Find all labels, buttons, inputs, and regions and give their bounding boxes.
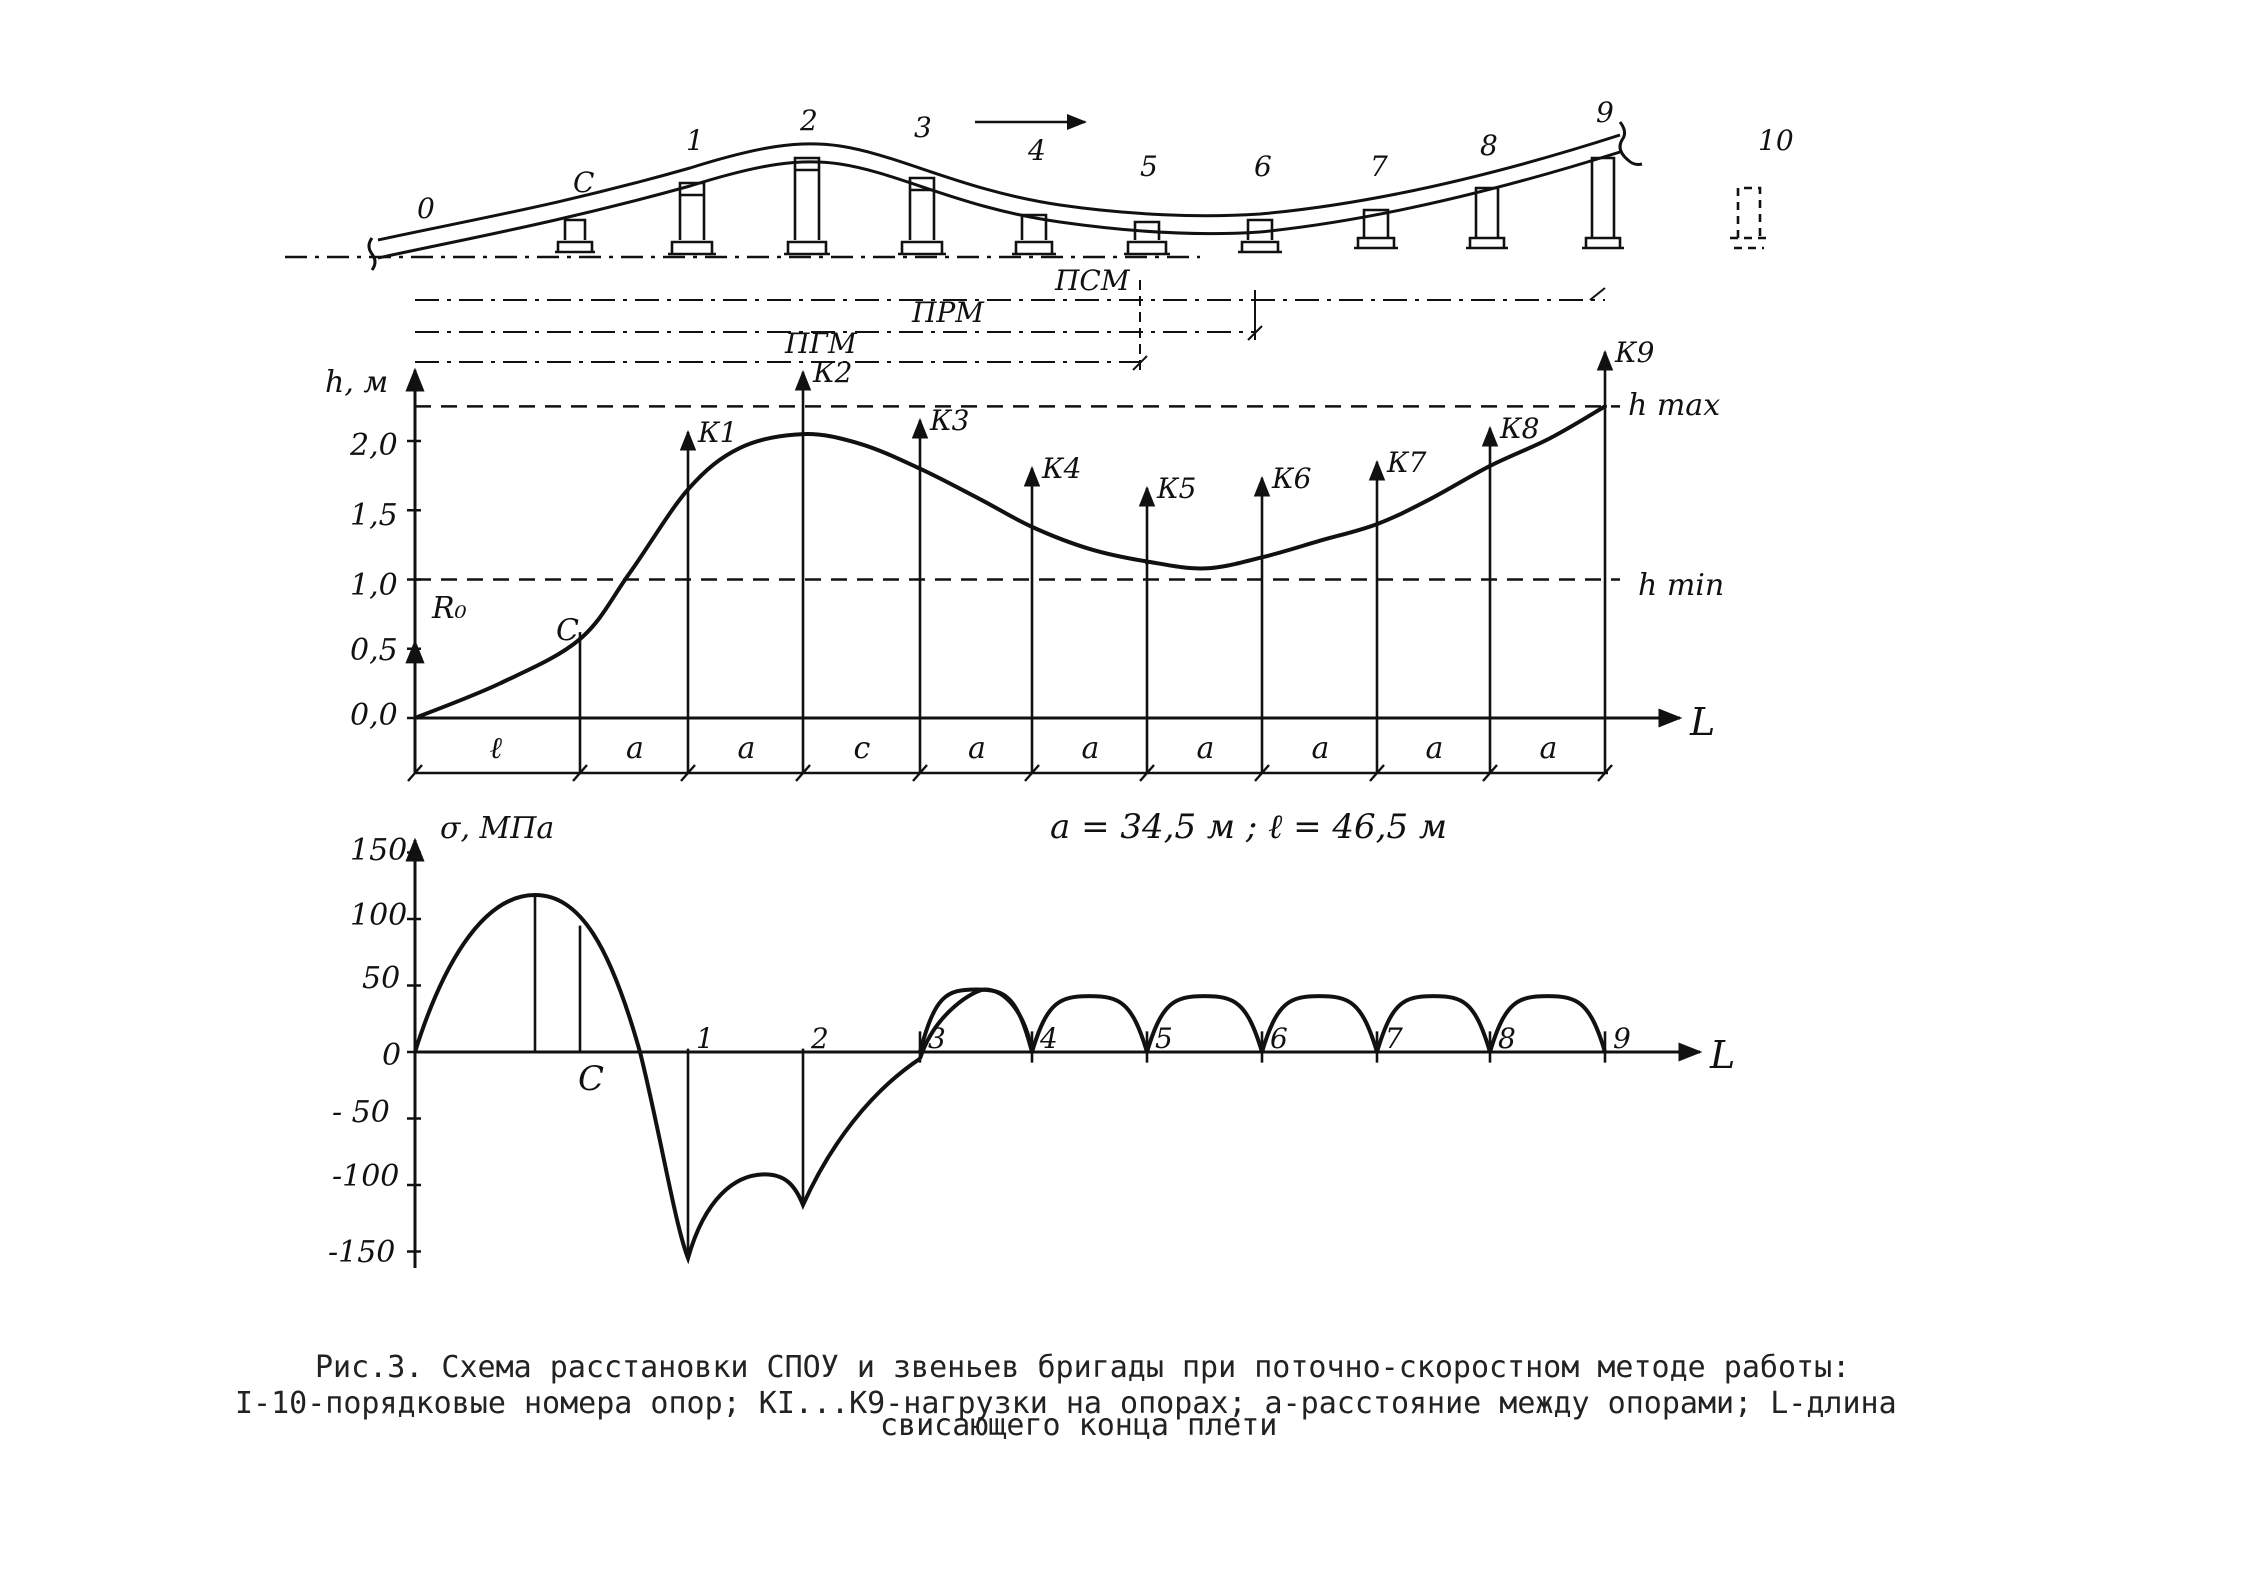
support-label-7: 7 (1370, 150, 1388, 183)
dimension-lines (415, 280, 1606, 372)
load-label-k4: К4 (1041, 452, 1081, 485)
support-label-2: 2 (799, 104, 818, 137)
height-axis-label: h, м (325, 365, 388, 400)
load-label-k3: К3 (929, 404, 969, 437)
figure-diagram: 0 С 1 2 3 4 5 6 7 8 9 10 ПСМ ПРМ ПГМ К1К… (285, 96, 1794, 1268)
stress-arch (1030, 994, 1149, 1053)
stress-chart: 1 2 3 4 5 6 7 8 9 (405, 837, 1703, 1268)
load-label-k9: К9 (1614, 336, 1654, 369)
support-label-8: 8 (1480, 129, 1498, 162)
chart-labels-layer: h, м L 2,0 1,5 1,0 0,5 0,0 h max h min R… (325, 365, 1735, 1270)
height-tick-0-0: 0,0 (350, 698, 398, 733)
span-label: а (738, 731, 756, 766)
dimension-label-prm: ПРМ (911, 296, 985, 329)
load-label-k8: К8 (1499, 412, 1539, 445)
caption-line-3: свисающего конца плети (880, 1408, 1278, 1443)
h-min-label: h min (1638, 568, 1724, 603)
support-label-1: 1 (686, 124, 704, 157)
rail-right-cut (1618, 121, 1643, 166)
stress-arch (918, 987, 1034, 1060)
span-label: а (1540, 731, 1558, 766)
point-c-label-height: С (556, 613, 579, 648)
span-label: а (1082, 731, 1100, 766)
span-label: а (626, 731, 644, 766)
load-label-k7: К7 (1386, 446, 1427, 479)
support-label-0: 0 (417, 192, 435, 225)
stress-support-label-1: 1 (696, 1022, 714, 1055)
point-c-label-stress: С (578, 1059, 604, 1099)
stress-support-label-4: 4 (1039, 1022, 1058, 1055)
stress-support-label-8: 8 (1498, 1022, 1516, 1055)
figure-caption: Рис.3. Схема расстановки СПОУ и звеньев … (220, 1350, 2100, 1444)
top-schema (285, 114, 1768, 372)
stress-support-label-9: 9 (1613, 1022, 1631, 1055)
caption-line-2: I-10-порядковые номера опор; КI...К9-наг… (235, 1386, 1897, 1421)
span-dimension-tick (680, 764, 696, 782)
support-label-9: 9 (1596, 96, 1614, 129)
stress-support-label-5: 5 (1155, 1022, 1173, 1055)
height-chart: К1 К2 К3 К4 К5 К6 К7 К8 К9 ℓ а а с а а а а а а (405, 336, 1683, 782)
stress-axis-label: σ, МПа (440, 811, 554, 846)
load-label-k5: К5 (1156, 472, 1196, 505)
dimension-label-pgm: ПГМ (784, 327, 858, 360)
height-tick-2-0: 2,0 (349, 428, 398, 463)
load-label-k6: К6 (1271, 462, 1311, 495)
support-label-c: С (573, 166, 594, 199)
span-label: а (1426, 731, 1444, 766)
stress-tick-m50: - 50 (332, 1095, 390, 1130)
load-label-k2: К2 (812, 356, 852, 389)
stress-tick-150: 150 (350, 833, 407, 868)
span-dimension-tick (572, 764, 588, 782)
span-dimension-tick (407, 764, 423, 782)
stress-x-axis-label: L (1709, 1033, 1735, 1077)
height-curve (414, 404, 1607, 720)
rail-upper (377, 133, 1621, 242)
span-dimension-tick (1024, 764, 1040, 782)
span-label: а (968, 731, 986, 766)
load-label-k1: К1 (697, 416, 737, 449)
span-dimension-tick (1482, 764, 1498, 782)
stress-arch (1260, 994, 1379, 1053)
stress-tick-m150: -150 (328, 1235, 395, 1270)
support-label-5: 5 (1140, 150, 1158, 183)
dimension-note: а = 34,5 м ; ℓ = 46,5 м (1050, 807, 1447, 847)
stress-support-label-3: 3 (928, 1022, 946, 1055)
support-label-10: 10 (1758, 124, 1794, 157)
stress-tick-50: 50 (362, 961, 400, 996)
h-max-label: h max (1628, 388, 1720, 423)
stress-tick-m100: -100 (332, 1159, 399, 1194)
span-dimension-tick (1139, 764, 1155, 782)
span-label: а (1197, 731, 1215, 766)
stress-support-label-6: 6 (1270, 1022, 1288, 1055)
rail-lower (377, 150, 1621, 260)
support-label-3: 3 (914, 111, 932, 144)
span-dimension-tick (1597, 764, 1613, 782)
support-posts (555, 156, 1768, 256)
span-dimension-tick (912, 764, 928, 782)
reaction-label: R₀ (431, 591, 467, 626)
stress-arch (1145, 994, 1264, 1053)
stress-tick-100: 100 (350, 898, 407, 933)
stress-arch (1375, 994, 1492, 1053)
span-label: а (1312, 731, 1330, 766)
height-tick-0-5: 0,5 (350, 633, 398, 668)
height-tick-1-5: 1,5 (350, 498, 398, 533)
top-schema-labels: 0 С 1 2 3 4 5 6 7 8 9 10 ПСМ ПРМ ПГМ (417, 96, 1794, 360)
span-dimension-tick (795, 764, 811, 782)
stress-arch (1488, 994, 1607, 1053)
support-label-6: 6 (1254, 150, 1272, 183)
stress-support-label-7: 7 (1385, 1022, 1403, 1055)
support-label-4: 4 (1027, 134, 1046, 167)
span-dimension-tick (1369, 764, 1385, 782)
span-dimension-tick (1254, 764, 1270, 782)
span-label: с (854, 731, 871, 766)
height-x-axis-label: L (1689, 700, 1715, 744)
stress-tick-0: 0 (382, 1038, 401, 1073)
rail-left-cut (367, 237, 377, 271)
dimension-label-psm: ПСМ (1054, 264, 1131, 297)
height-tick-1-0: 1,0 (350, 568, 398, 603)
span-label: ℓ (490, 731, 503, 766)
stress-support-label-2: 2 (810, 1022, 829, 1055)
caption-line-1: Рис.3. Схема расстановки СПОУ и звеньев … (315, 1350, 1851, 1385)
